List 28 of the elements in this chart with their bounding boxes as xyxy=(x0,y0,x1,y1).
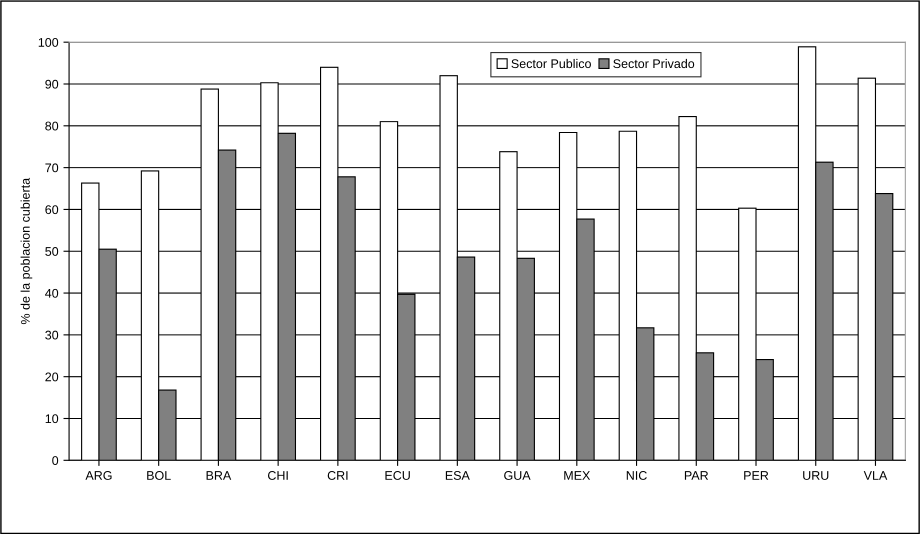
y-tick-label: 20 xyxy=(45,372,58,382)
y-tick-label: 30 xyxy=(45,330,58,340)
x-tick-label: PAR xyxy=(684,471,708,480)
x-tick-label: PER xyxy=(744,471,768,480)
y-tick-label: 0 xyxy=(52,456,58,465)
x-tick-label: GUA xyxy=(504,471,531,480)
y-tick-label: 60 xyxy=(45,205,58,214)
y-tick-label: 80 xyxy=(45,122,58,130)
y-tick-label: 40 xyxy=(45,288,58,298)
x-tick-label: VLA xyxy=(864,471,888,480)
x-tick-label: BRA xyxy=(206,471,232,480)
y-axis-title: % de la poblacion cubierta xyxy=(20,178,32,324)
x-tick-label: BOL xyxy=(147,471,171,480)
y-tick-label: 100 xyxy=(38,38,58,47)
y-tick-label: 50 xyxy=(45,247,58,256)
x-tick-label: URU xyxy=(803,471,828,480)
y-tick-label: 10 xyxy=(46,414,58,424)
legend-label: Sector Privado xyxy=(613,58,694,68)
x-tick-label: CRI xyxy=(328,471,348,480)
x-tick-label: ARG xyxy=(85,471,112,480)
y-tick-label: 90 xyxy=(45,80,58,89)
legend-label: Sector Publico xyxy=(511,58,591,68)
y-tick-label: 70 xyxy=(45,163,58,172)
x-tick-label: CHI xyxy=(268,471,288,480)
x-tick-label: ECU xyxy=(385,471,410,480)
x-tick-label: ESA xyxy=(446,471,470,480)
x-tick-label: NIC xyxy=(626,471,647,480)
x-tick-label: MEX xyxy=(564,471,590,480)
